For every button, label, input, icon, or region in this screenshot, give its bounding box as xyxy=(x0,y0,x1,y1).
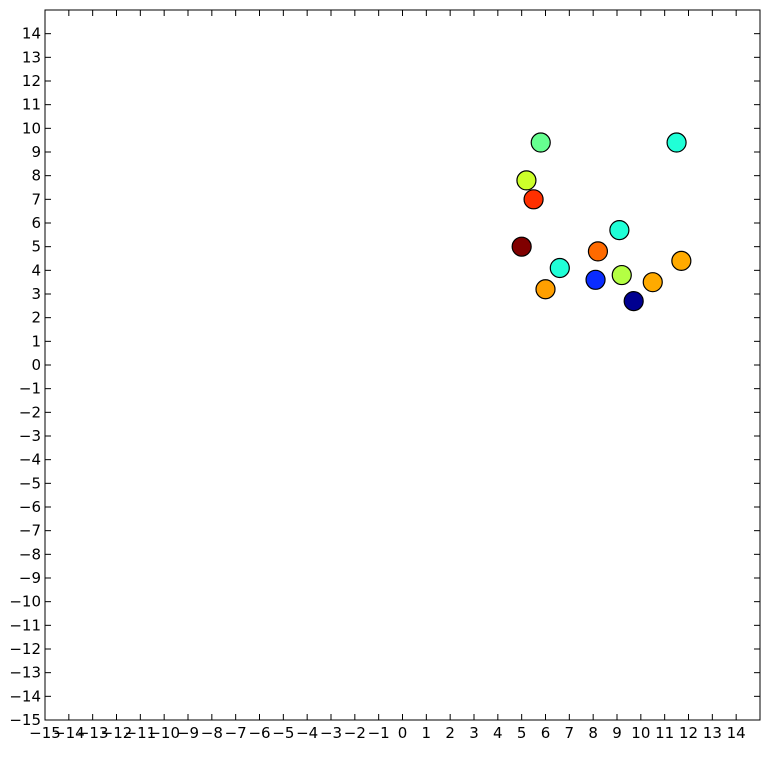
scatter-point xyxy=(587,241,609,262)
x-tick-label: 1 xyxy=(422,724,432,742)
x-tick-label: 6 xyxy=(541,724,551,742)
y-tick-label: −7 xyxy=(19,522,41,540)
y-tick-label: −11 xyxy=(9,616,41,634)
scatter-point xyxy=(609,220,630,241)
scatter-point xyxy=(530,132,551,153)
scatter-point xyxy=(671,250,692,271)
x-tick-label: −11 xyxy=(125,724,157,742)
y-tick-label: 14 xyxy=(22,25,41,43)
y-tick-label: 4 xyxy=(31,261,41,279)
x-tick-label: −1 xyxy=(368,724,390,742)
y-tick-label: −4 xyxy=(19,451,41,469)
x-tick-label: 8 xyxy=(588,724,598,742)
data-points xyxy=(511,132,692,312)
y-tick-label: −9 xyxy=(19,569,41,587)
y-tick-label: 9 xyxy=(31,143,41,161)
x-tick-label: 2 xyxy=(445,724,455,742)
x-tick-label: 0 xyxy=(398,724,408,742)
scatter-point xyxy=(511,236,532,257)
scatter-point xyxy=(642,272,663,293)
x-tick-label: 9 xyxy=(612,724,622,742)
y-tick-label: −3 xyxy=(19,427,41,445)
scatter-point xyxy=(516,170,537,191)
y-tick-label: −8 xyxy=(19,545,41,563)
y-tick-label: −6 xyxy=(19,498,41,516)
y-tick-label: −10 xyxy=(9,593,41,611)
y-tick-label: −2 xyxy=(19,403,41,421)
plot-area xyxy=(44,9,761,721)
y-tick-label: 8 xyxy=(31,167,41,185)
x-tick-label: 10 xyxy=(631,724,650,742)
x-tick-label: −4 xyxy=(296,724,318,742)
scatter-point xyxy=(666,132,687,153)
y-tick-label: −5 xyxy=(19,474,41,492)
x-tick-label: 5 xyxy=(517,724,527,742)
x-tick-label: 14 xyxy=(727,724,746,742)
y-tick-label: −13 xyxy=(9,664,41,682)
y-tick-label: 13 xyxy=(22,48,41,66)
scatter-point xyxy=(535,279,556,300)
x-tick-label: −12 xyxy=(101,724,133,742)
scatter-point xyxy=(523,189,544,210)
x-tick-label: −10 xyxy=(148,724,180,742)
y-tick-label: 2 xyxy=(31,309,41,327)
x-tick-label: −8 xyxy=(201,724,223,742)
x-tick-label: −6 xyxy=(248,724,270,742)
y-tick-label: −14 xyxy=(9,687,41,705)
x-tick-label: 3 xyxy=(469,724,479,742)
scatter-point xyxy=(585,269,606,290)
x-tick-label: −7 xyxy=(225,724,247,742)
y-tick-label: 0 xyxy=(31,356,41,374)
x-tick-label: 11 xyxy=(655,724,674,742)
y-axis: −15−14−13−12−11−10−9−8−7−6−5−4−3−2−10123… xyxy=(9,25,760,729)
y-tick-label: 11 xyxy=(22,96,41,114)
plot-frame xyxy=(44,9,761,721)
scatter-point xyxy=(611,264,632,286)
x-tick-label: −9 xyxy=(177,724,199,742)
scatter-point xyxy=(623,291,644,312)
y-tick-label: 10 xyxy=(22,119,41,137)
y-tick-label: 6 xyxy=(31,214,41,232)
x-tick-label: 4 xyxy=(493,724,503,742)
x-tick-label: −5 xyxy=(272,724,294,742)
y-tick-label: 3 xyxy=(31,285,41,303)
x-tick-label: −3 xyxy=(320,724,342,742)
x-tick-label: 12 xyxy=(679,724,698,742)
x-tick-label: 7 xyxy=(565,724,575,742)
x-tick-label: −15 xyxy=(29,724,61,742)
scatter-point xyxy=(549,257,570,279)
x-tick-label: −13 xyxy=(77,724,109,742)
y-tick-label: −12 xyxy=(9,640,41,658)
y-tick-label: 7 xyxy=(31,190,41,208)
x-tick-label: −14 xyxy=(53,724,85,742)
y-tick-label: −15 xyxy=(9,711,41,729)
x-tick-label: 13 xyxy=(703,724,722,742)
y-tick-label: 5 xyxy=(31,238,41,256)
y-tick-label: 12 xyxy=(22,72,41,90)
y-tick-label: −1 xyxy=(19,380,41,398)
y-tick-label: 1 xyxy=(31,332,41,350)
x-tick-label: −2 xyxy=(344,724,366,742)
x-axis: −15−14−13−12−11−10−9 −8 −7 −6 −5 −4 −3 −2 −1 0 1 2 3… xyxy=(29,10,746,742)
